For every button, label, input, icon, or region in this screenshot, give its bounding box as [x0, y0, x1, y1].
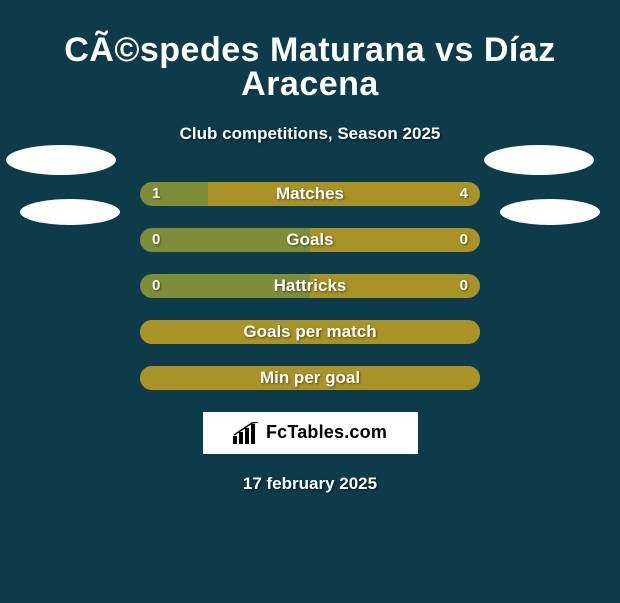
bar-left-fill — [140, 228, 310, 252]
fctables-logo[interactable]: FcTables.com — [203, 412, 418, 454]
bar-row: 14Matches — [140, 182, 480, 206]
bar-row: 00Goals — [140, 228, 480, 252]
date-line: 17 february 2025 — [0, 474, 620, 494]
bar-row: 00Hattricks — [140, 274, 480, 298]
page-subtitle: Club competitions, Season 2025 — [0, 124, 620, 144]
bar-row: Goals per match — [140, 320, 480, 344]
logo-text: FcTables.com — [266, 422, 387, 443]
bar-right-fill — [310, 274, 480, 298]
player-avatar — [500, 199, 600, 225]
player-avatar — [20, 199, 120, 225]
bars-icon — [233, 422, 259, 444]
bar-right-value: 0 — [460, 274, 468, 298]
bar-label: Goals per match — [140, 320, 480, 344]
bar-row: Min per goal — [140, 366, 480, 390]
bar-left-value: 0 — [152, 274, 160, 298]
bar-label: Min per goal — [140, 366, 480, 390]
bar-left-fill — [140, 182, 208, 206]
page-title: CÃ©spedes Maturana vs Díaz Aracena — [0, 23, 620, 101]
bar-left-value: 1 — [152, 182, 160, 206]
bar-right-fill — [310, 228, 480, 252]
player-avatar — [484, 145, 594, 175]
bar-right-fill — [208, 182, 480, 206]
bar-left-fill — [140, 274, 310, 298]
bar-right-value: 0 — [460, 228, 468, 252]
bar-left-value: 0 — [152, 228, 160, 252]
bar-right-value: 4 — [460, 182, 468, 206]
player-avatar — [6, 145, 116, 175]
